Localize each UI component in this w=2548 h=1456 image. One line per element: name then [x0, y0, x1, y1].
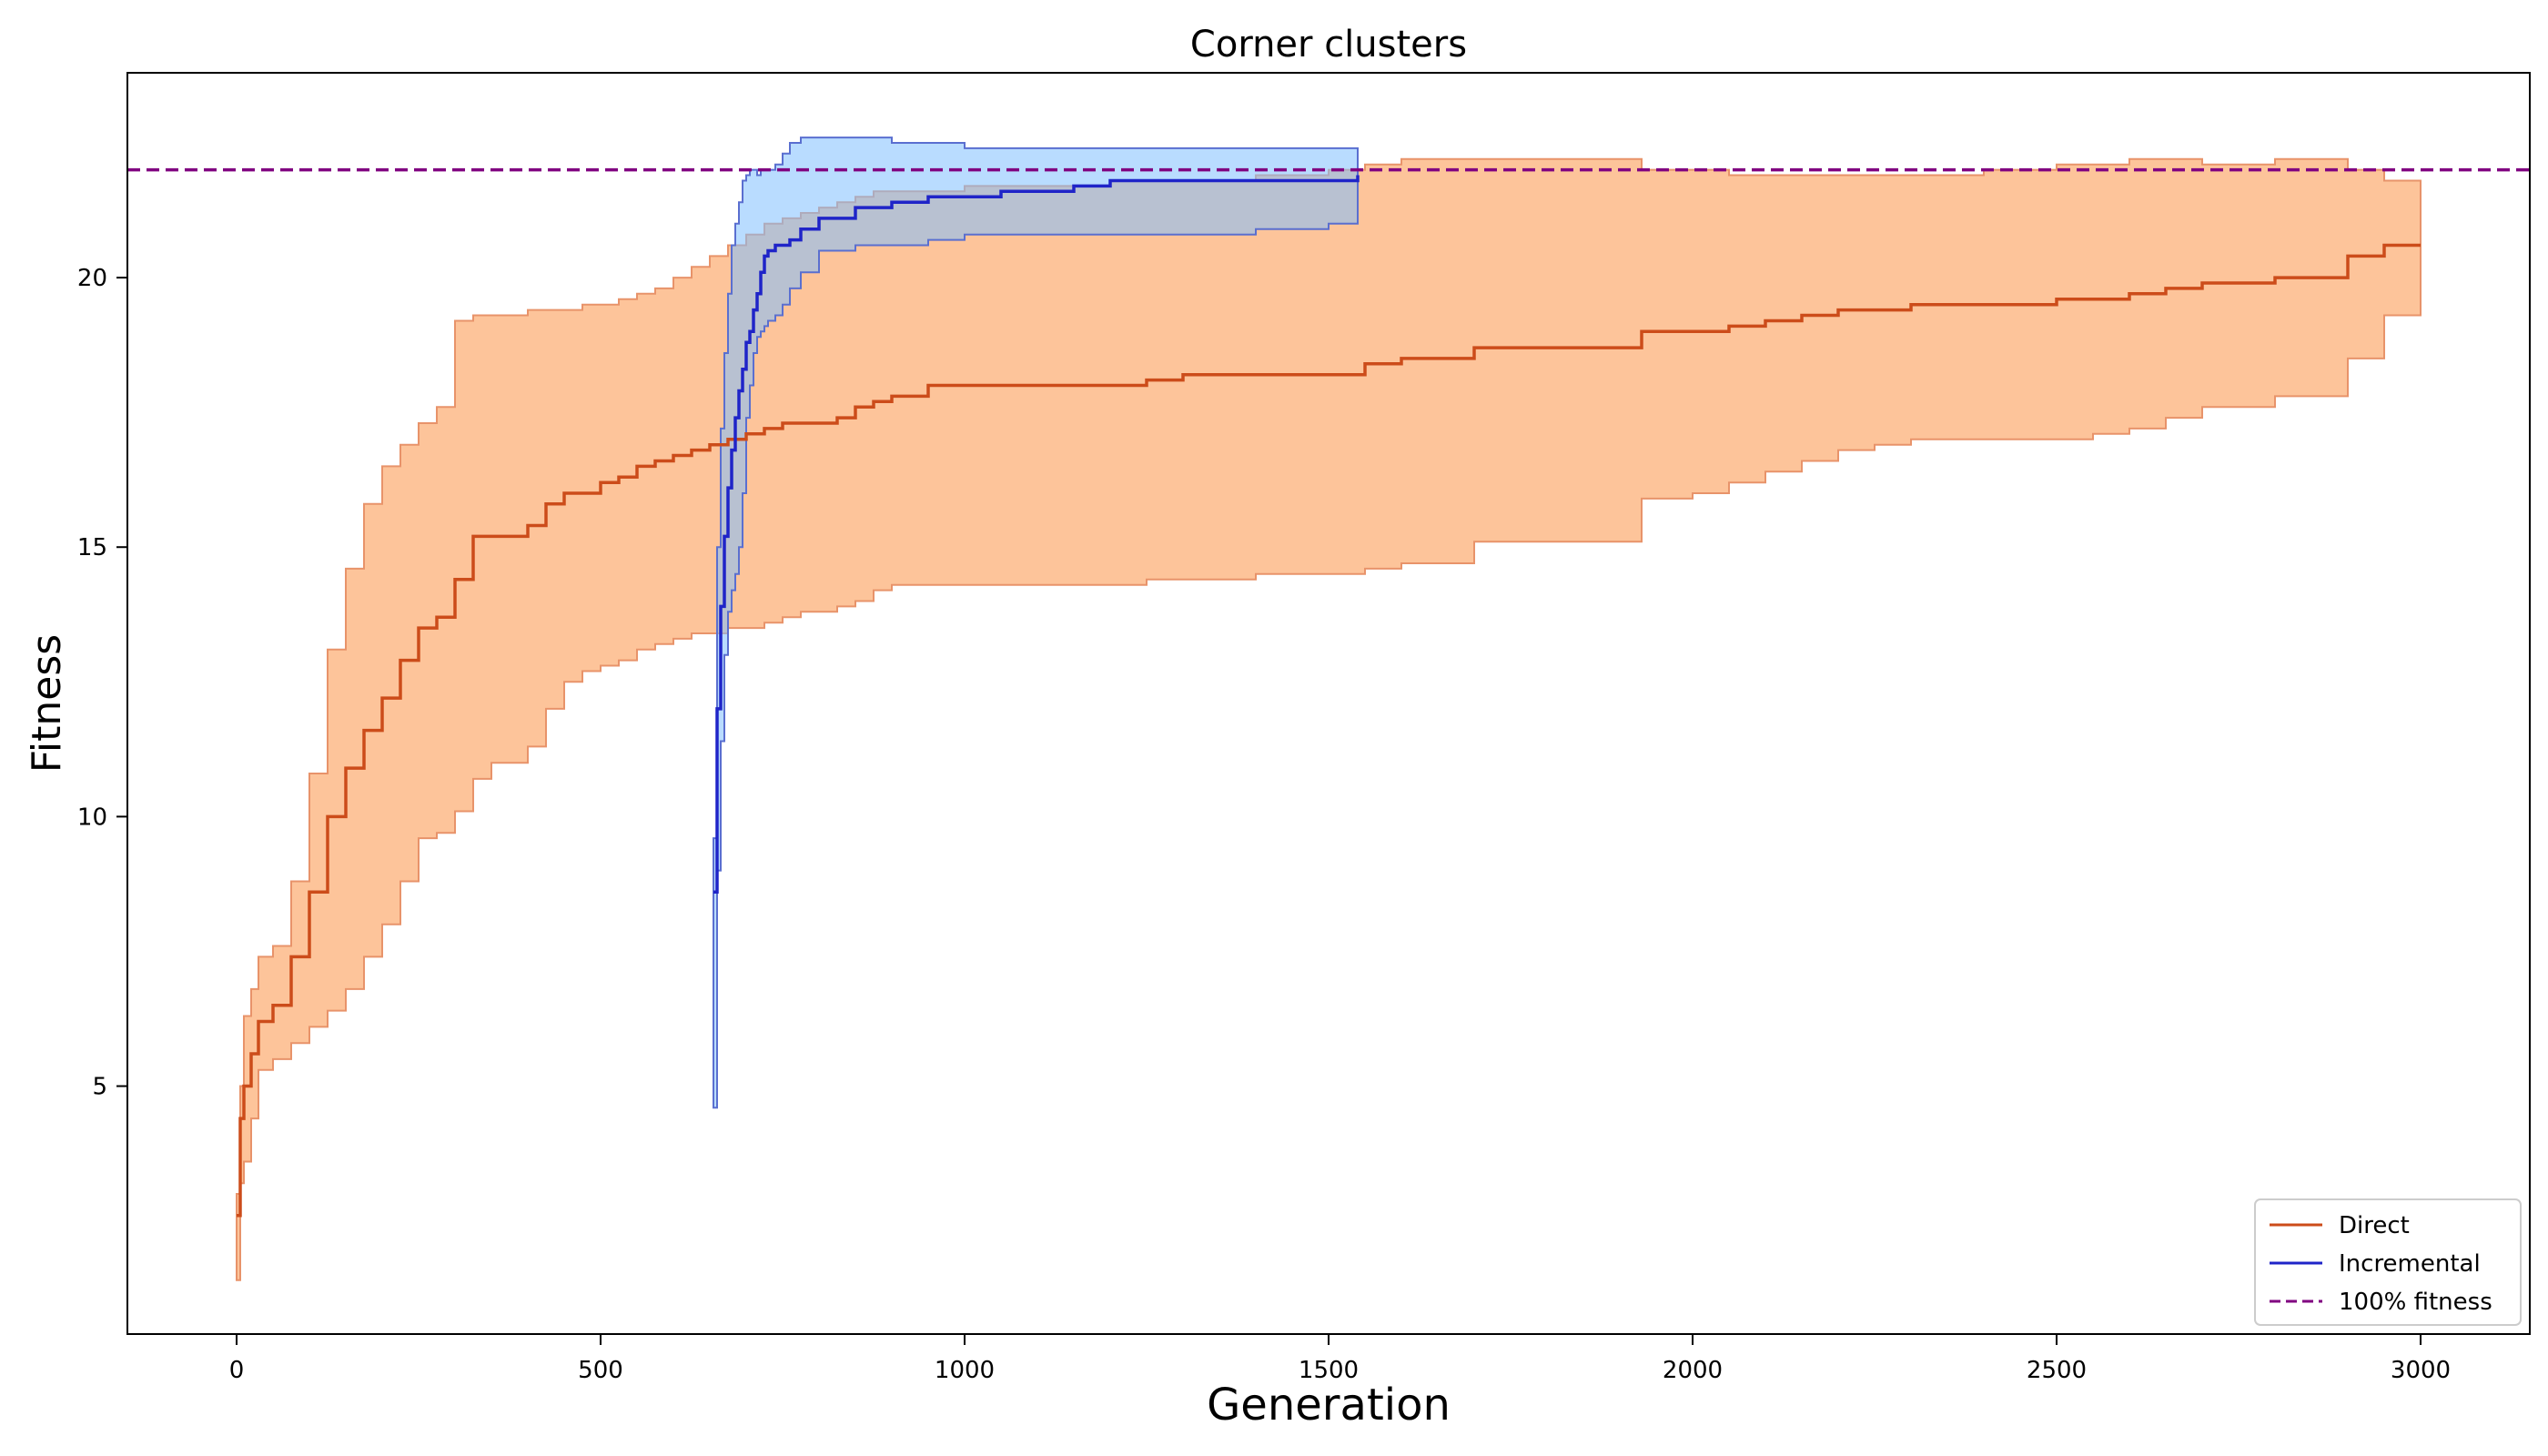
y-axis: 5 10 15 20	[77, 265, 127, 1101]
x-tick-label-1000: 1000	[935, 1357, 995, 1384]
band-direct	[236, 157, 2422, 1281]
band-incremental	[713, 136, 1359, 1109]
legend-box	[2254, 1198, 2522, 1326]
confidence-bands	[236, 136, 2422, 1281]
x-tick-label-2000: 2000	[1663, 1357, 1723, 1384]
x-axis: 0 500 1000 1500 2000 2500 3000	[229, 1334, 2451, 1384]
series-lines	[237, 175, 2421, 1218]
x-tick-label-500: 500	[578, 1357, 623, 1384]
legend-label-incremental: Incremental	[2339, 1250, 2481, 1278]
x-axis-label: Generation	[1207, 1380, 1451, 1431]
x-tick-label-2500: 2500	[2027, 1357, 2087, 1384]
x-tick-label-3000: 3000	[2391, 1357, 2451, 1384]
legend-label-100-fitness: 100% fitness	[2339, 1289, 2492, 1316]
y-tick-label-5: 5	[92, 1074, 107, 1101]
legend: Direct Incremental 100% fitness	[2254, 1198, 2522, 1326]
line-incremental	[713, 175, 1360, 895]
plot-area	[127, 136, 2530, 1281]
x-tick-label-0: 0	[229, 1357, 245, 1384]
y-tick-label-20: 20	[77, 265, 107, 292]
y-axis-label: Fitness	[24, 634, 70, 773]
chart-title: Corner clusters	[1190, 24, 1467, 66]
legend-label-direct: Direct	[2339, 1212, 2410, 1239]
y-tick-label-10: 10	[77, 804, 107, 831]
x-tick-label-1500: 1500	[1299, 1357, 1359, 1384]
y-tick-label-15: 15	[77, 534, 107, 561]
line-direct	[237, 243, 2421, 1218]
